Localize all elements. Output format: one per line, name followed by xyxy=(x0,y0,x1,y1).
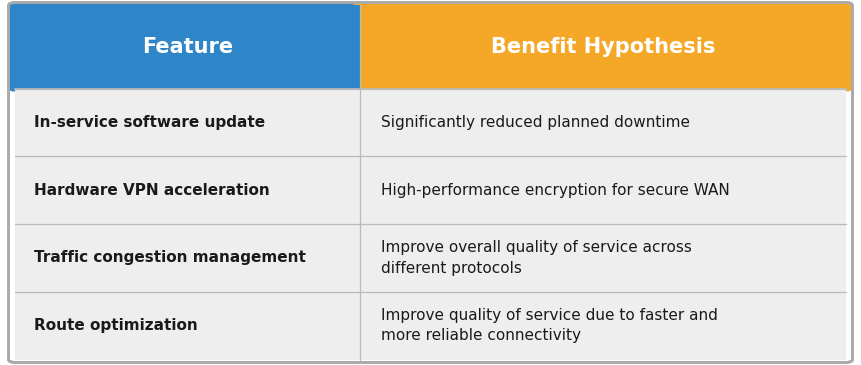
Text: Significantly reduced planned downtime: Significantly reduced planned downtime xyxy=(381,115,691,130)
Text: Traffic congestion management: Traffic congestion management xyxy=(34,250,307,265)
Bar xyxy=(360,156,846,224)
Bar xyxy=(360,224,846,292)
Text: Route optimization: Route optimization xyxy=(34,318,198,333)
Text: Feature: Feature xyxy=(142,37,233,57)
Text: In-service software update: In-service software update xyxy=(34,115,265,130)
Bar xyxy=(360,89,846,156)
Text: Improve quality of service due to faster and
more reliable connectivity: Improve quality of service due to faster… xyxy=(381,308,718,343)
Bar xyxy=(15,156,360,224)
Text: High-performance encryption for secure WAN: High-performance encryption for secure W… xyxy=(381,183,730,198)
Bar xyxy=(15,292,360,360)
FancyBboxPatch shape xyxy=(9,3,367,92)
Bar xyxy=(360,5,828,89)
Text: Hardware VPN acceleration: Hardware VPN acceleration xyxy=(34,183,270,198)
Text: Benefit Hypothesis: Benefit Hypothesis xyxy=(491,37,715,57)
FancyBboxPatch shape xyxy=(353,3,852,92)
Bar xyxy=(33,5,360,89)
FancyBboxPatch shape xyxy=(9,3,852,362)
Text: Improve overall quality of service across
different protocols: Improve overall quality of service acros… xyxy=(381,240,692,276)
Bar xyxy=(15,224,360,292)
Bar xyxy=(360,292,846,360)
Bar xyxy=(15,89,360,156)
